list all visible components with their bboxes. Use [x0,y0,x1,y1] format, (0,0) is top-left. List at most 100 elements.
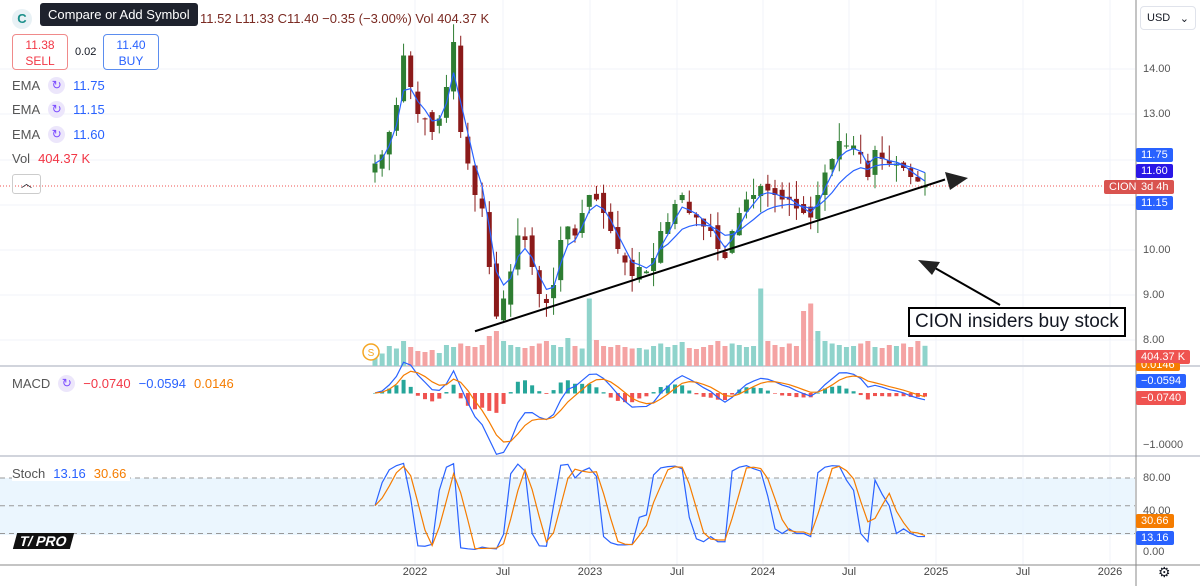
macd-histogram-bar [694,393,699,395]
refresh-icon[interactable]: ↻ [48,101,66,118]
ema1-price-tag: 11.75 [1136,148,1173,162]
sell-button[interactable]: 11.38 SELL [12,34,68,70]
volume-bar [493,331,499,366]
legend-ema-2[interactable]: EMA ↻ 11.15 [12,101,105,118]
ema-label: EMA [12,102,41,117]
macd-histogram-bar [444,392,449,394]
candle-body [408,55,414,87]
ema-label: EMA [12,78,41,93]
volume-bar [879,348,885,366]
sell-price: 11.38 [25,38,55,52]
candle-body [608,211,614,231]
volume-bar [472,347,478,366]
refresh-icon[interactable]: ↻ [58,375,76,392]
legend-ema-1[interactable]: EMA ↻ 11.75 [12,77,105,94]
legend-stoch[interactable]: Stoch 13.16 30.66 [12,466,131,481]
legend-volume[interactable]: Vol 404.37 K [12,151,90,166]
candle-body [701,218,707,227]
legend-macd[interactable]: MACD ↻ −0.0740 −0.0594 0.0146 [12,375,234,392]
candle-body [872,150,878,175]
macd-histogram-bar [701,393,706,397]
candle-body [393,105,399,131]
candle-body [736,213,742,236]
price-tick: 8.00 [1143,334,1165,346]
macd-histogram-bar [851,391,856,394]
legend-ema-3[interactable]: EMA ↻ 11.60 [12,126,105,143]
volume-bar [843,347,849,366]
volume-bar [858,343,864,366]
macd-histogram-bar [880,393,885,397]
candle-body [858,151,864,155]
macd-tick: −1.0000 [1143,439,1184,451]
macd-histogram-bar [723,393,727,400]
annotation-callout[interactable]: CION insiders buy stock [908,307,1126,337]
macd-histogram-bar [565,380,570,394]
dividend-icon-label: S [368,348,375,359]
candle-body [836,141,842,160]
macd-histogram-bar [873,393,877,397]
candle-body [458,45,464,132]
ema2-price-tag: 11.15 [1136,196,1173,210]
signal-tag: −0.0594 [1136,374,1187,388]
volume-bar [908,347,914,366]
volume-bar [915,341,921,366]
macd-histogram-bar [465,393,470,406]
candle-body [415,91,421,114]
vol-label: Vol [12,151,31,166]
volume-bar [401,341,407,366]
settings-icon[interactable]: ⚙ [1158,564,1171,580]
macd-histogram-bar [580,383,585,394]
ema-value: 11.75 [73,78,105,93]
refresh-icon[interactable]: ↻ [48,77,66,94]
macd-histogram-bar [630,393,635,403]
macd-tag: −0.0740 [1136,391,1187,405]
ema-value: 11.15 [73,102,105,117]
volume-bar [786,343,792,366]
volume-bar [608,347,614,366]
collapse-legend-button[interactable]: ︿ [12,174,41,194]
macd-histogram-bar [573,383,577,394]
candle-body [451,42,457,92]
volume-bar [722,346,728,366]
volume-bar [458,343,464,366]
time-tick: 2023 [577,566,603,578]
price-tick: 13.00 [1143,108,1171,120]
refresh-icon[interactable]: ↻ [48,126,66,143]
volume-bar [579,348,585,366]
volume-bar [693,349,699,366]
stoch-d-tag: 30.66 [1136,514,1174,528]
candle-body [508,271,514,305]
currency-select[interactable]: USD ⌄ [1140,6,1196,30]
candle-body [615,227,621,249]
candle-body [501,298,507,321]
macd-histogram-bar [458,393,463,399]
pro-badge: PRO [34,533,69,549]
volume-bar [808,303,814,366]
candle-body [758,186,764,197]
sell-label: SELL [25,54,55,68]
symbol-tag: CION [1104,180,1142,194]
candle-body [779,189,785,200]
stoch-tick: 80.00 [1143,472,1171,484]
candle-body [429,112,435,132]
trend-arrowhead [945,172,968,190]
macd-histogram-bar [865,393,870,400]
volume-bar [536,343,542,366]
volume-bar [815,331,821,366]
candle-body [636,267,642,280]
macd-histogram-bar [373,393,377,394]
macd-histogram-bar [623,393,627,403]
ema3-price-tag: 11.60 [1136,164,1173,178]
volume-bar [393,348,399,366]
time-tick: Jul [669,566,685,578]
candle-body [515,235,521,270]
currency-label: USD [1147,12,1171,24]
stoch-label: Stoch [12,466,46,481]
macd-histogram-bar [601,392,606,394]
macd-histogram-bar [387,388,392,394]
volume-bar [615,345,621,366]
macd-histogram-bar [844,388,849,394]
symbol-logo[interactable]: C [12,9,32,29]
buy-button[interactable]: 11.40 BUY [103,34,159,70]
